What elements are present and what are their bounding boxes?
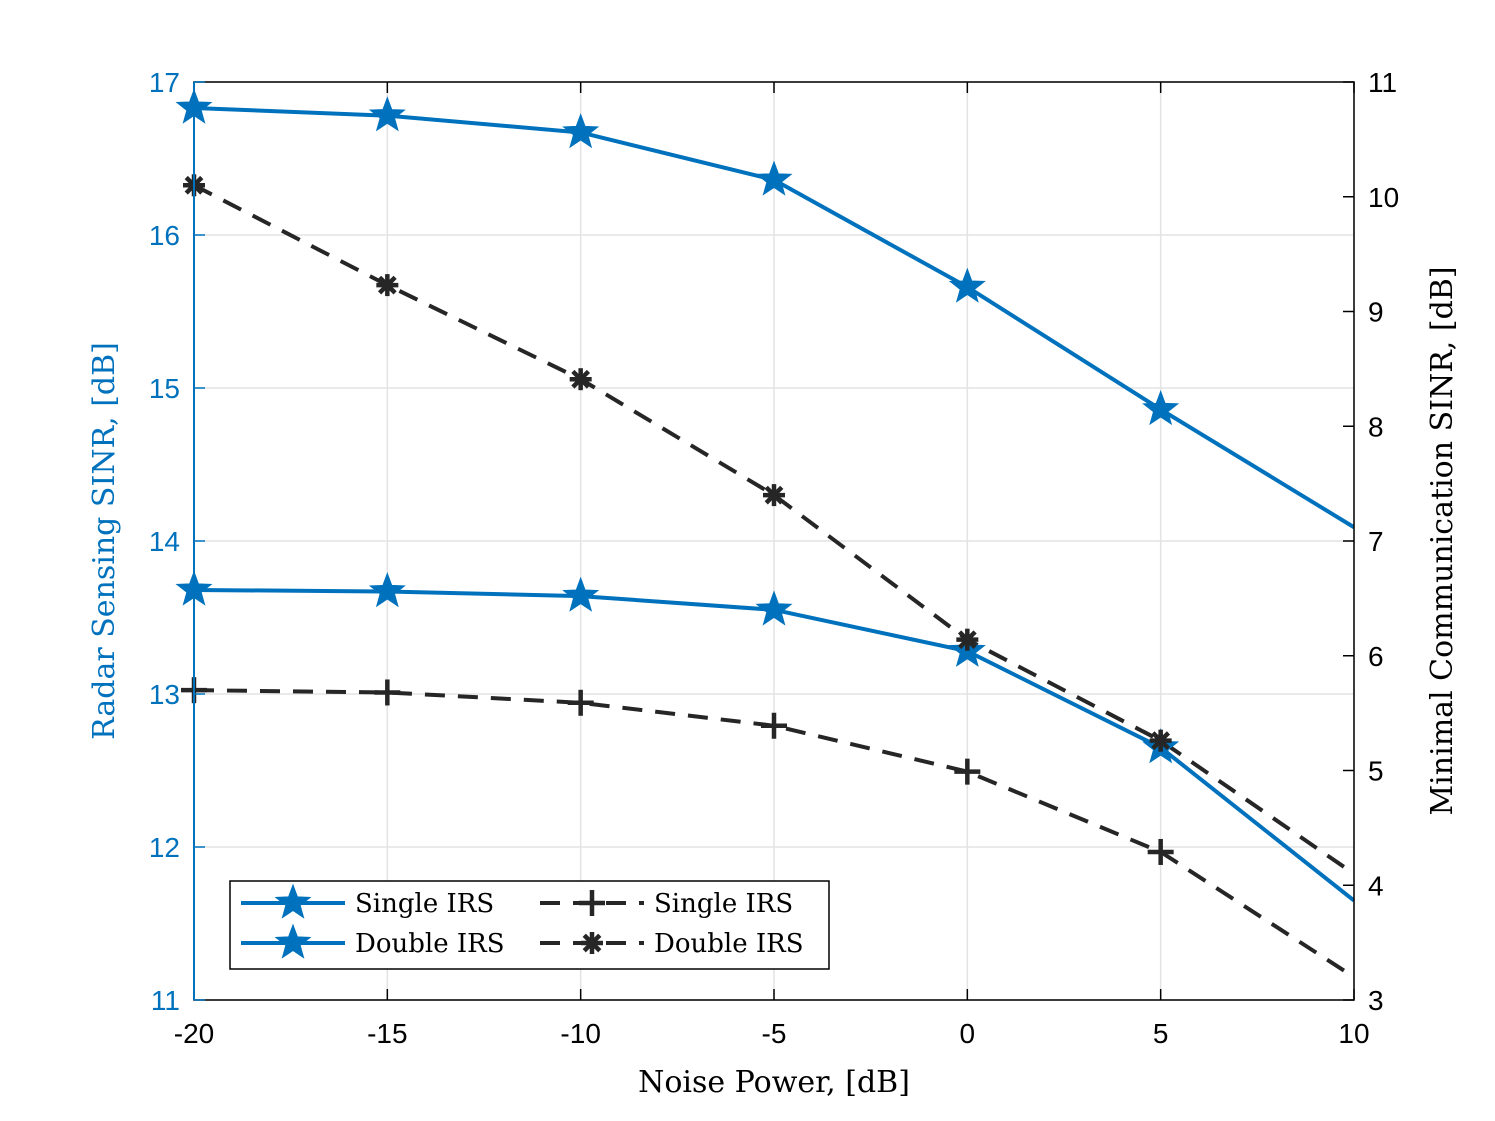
y-right-tick-label: 8 [1368,411,1384,442]
x-tick-label: -15 [367,1018,407,1049]
y-left-tick-label: 12 [149,832,180,863]
legend-swatch-marker [579,890,605,916]
legend-item: Single IRS [540,889,793,919]
y-right-tick-label: 5 [1368,756,1384,787]
data-point-marker [954,758,981,785]
y-right-tick-label: 9 [1368,297,1384,328]
legend-item: Double IRS [241,923,505,959]
data-point-marker [1149,729,1172,752]
y-right-tick-label: 7 [1368,526,1384,557]
y-right-tick-label: 11 [1368,67,1397,98]
data-point-marker [376,274,399,297]
axes: -20 -15 -10 -5 0 5 10 11 12 13 14 15 16 17 3 4 5 6 7 8 9 10 11 [149,67,1399,1049]
legend: Single IRS Double IRS Single IRS Double IRS [229,880,830,970]
y-left-tick-label: 14 [149,526,180,557]
x-tick-label: -20 [174,1018,214,1049]
y-left-tick-label: 16 [149,220,180,251]
y-right-tick-label: 10 [1368,182,1399,213]
x-tick-label: -5 [762,1018,787,1049]
data-point-marker [374,679,401,706]
data-point-marker [948,267,986,303]
legend-label: Double IRS [355,929,505,959]
data-point-marker [761,712,787,739]
legend-label: Single IRS [654,889,793,919]
y-right-tick-label: 3 [1368,985,1384,1016]
y-left-tick-label: 15 [149,373,180,404]
legend-swatch-marker [274,883,312,919]
marker-layer [175,88,1180,865]
y-left-tick-label: 17 [149,67,180,98]
y-right-tick-label: 6 [1368,641,1384,672]
x-tick-label: 0 [960,1018,976,1049]
y-left-tick-label: 13 [149,679,180,710]
y-left-tick-label: 11 [151,985,180,1016]
y-axis-left-label: Radar Sensing SINR, [dB] [87,342,122,740]
legend-swatch-marker [274,923,312,959]
legend-box [229,880,830,970]
data-point-marker [763,484,785,507]
x-tick-label: 5 [1153,1018,1169,1049]
y-axis-right-label: Minimal Communication SINR, [dB] [1425,266,1460,815]
legend-label: Single IRS [355,889,494,919]
data-point-marker [567,689,594,716]
data-point-marker [1142,389,1180,426]
legend-swatch-marker [581,932,603,954]
y-right-tick-label: 4 [1368,870,1384,901]
x-axis-label: Noise Power, [dB] [638,1065,910,1100]
data-point-marker [755,160,793,196]
data-point-marker [956,628,979,651]
data-point-marker [562,113,600,149]
data-point-marker [755,590,793,626]
data-point-marker [368,572,406,608]
x-tick-label: 10 [1338,1018,1369,1049]
data-point-marker [1147,838,1174,865]
legend-item: Single IRS [241,883,494,919]
data-point-marker [569,368,592,391]
x-tick-label: -10 [560,1018,600,1049]
legend-item: Double IRS [540,929,804,959]
data-point-marker [562,576,600,612]
data-point-marker [368,96,406,132]
legend-label: Double IRS [654,929,804,959]
